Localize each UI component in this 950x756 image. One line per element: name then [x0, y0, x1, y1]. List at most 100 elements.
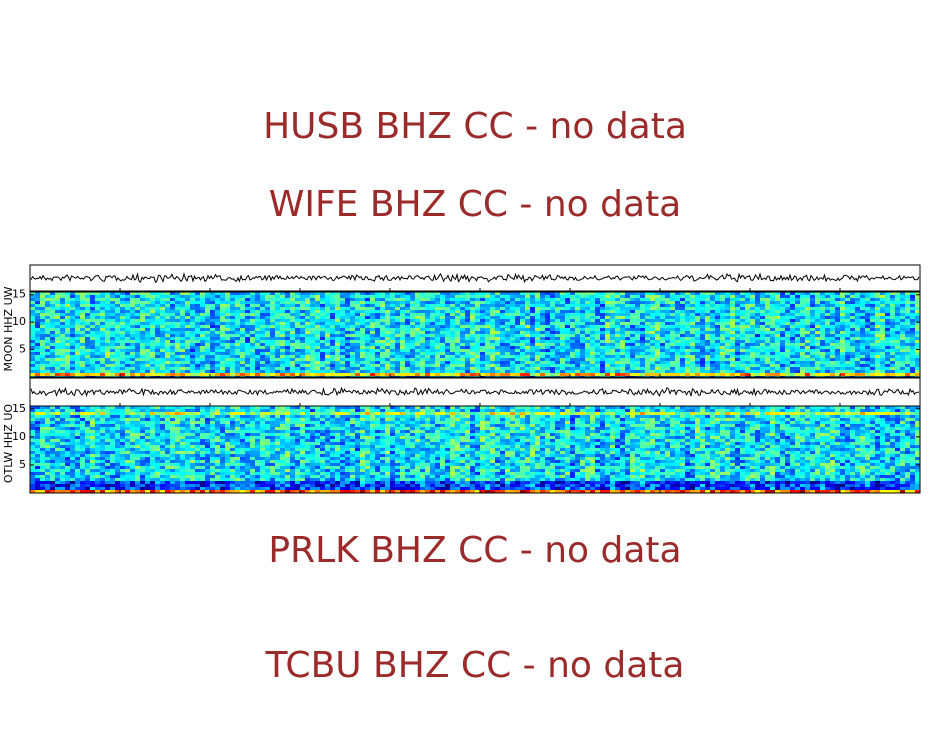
spectrogram-cell: [645, 337, 650, 340]
spectrogram-cell: [885, 322, 890, 325]
spectrogram-cell: [345, 361, 350, 364]
spectrogram-cell: [210, 301, 215, 304]
spectrogram-cell: [840, 325, 845, 328]
spectrogram-cell: [430, 352, 435, 355]
spectrogram-cell: [175, 307, 180, 310]
spectrogram-cell: [245, 304, 250, 307]
spectrogram-cell: [485, 304, 490, 307]
spectrogram-cell: [910, 367, 915, 370]
spectrogram-cell: [210, 295, 215, 298]
spectrogram-cell: [405, 310, 410, 313]
spectrogram-cell: [455, 304, 460, 307]
spectrogram-cell: [780, 331, 785, 334]
spectrogram-cell: [60, 313, 65, 316]
spectrogram-cell: [910, 313, 915, 316]
spectrogram-cell: [60, 325, 65, 328]
spectrogram-cell: [880, 337, 885, 340]
spectrogram-cell: [360, 304, 365, 307]
spectrogram-cell: [500, 361, 505, 364]
spectrogram-cell: [350, 373, 355, 376]
spectrogram-cell: [500, 301, 505, 304]
spectrogram-cell: [445, 295, 450, 298]
spectrogram-cell: [115, 364, 120, 367]
spectrogram-cell: [465, 328, 470, 331]
spectrogram-cell: [60, 361, 65, 364]
spectrogram-cell: [485, 319, 490, 322]
spectrogram-cell: [865, 340, 870, 343]
spectrogram-cell: [680, 349, 685, 352]
spectrogram-cell: [50, 304, 55, 307]
spectrogram-cell: [245, 361, 250, 364]
waveform: [30, 272, 920, 284]
spectrogram-cell: [620, 370, 625, 373]
spectrogram-cell: [830, 337, 835, 340]
spectrogram-cell: [215, 355, 220, 358]
spectrogram-cell: [515, 364, 520, 367]
spectrogram-cell: [760, 325, 765, 328]
spectrogram-cell: [875, 352, 880, 355]
spectrogram-cell: [140, 340, 145, 343]
spectrogram-cell: [615, 304, 620, 307]
spectrogram-cell: [725, 313, 730, 316]
spectrogram-cell: [600, 367, 605, 370]
spectrogram-cell: [505, 343, 510, 346]
spectrogram-cell: [580, 325, 585, 328]
spectrogram-cell: [295, 352, 300, 355]
spectrogram-cell: [705, 340, 710, 343]
spectrogram-cell: [475, 304, 480, 307]
spectrogram-cell: [775, 316, 780, 319]
spectrogram-cell: [240, 373, 245, 376]
spectrogram-cell: [660, 370, 665, 373]
spectrogram-cell: [250, 313, 255, 316]
spectrogram-cell: [600, 310, 605, 313]
spectrogram-cell: [290, 319, 295, 322]
spectrogram-cell: [830, 349, 835, 352]
spectrogram-cell: [440, 340, 445, 343]
spectrogram-cell: [880, 304, 885, 307]
spectrogram-cell: [30, 301, 35, 304]
spectrogram-cell: [485, 307, 490, 310]
spectrogram-cell: [110, 295, 115, 298]
spectrogram-cell: [640, 364, 645, 367]
spectrogram-cell: [890, 364, 895, 367]
spectrogram-cell: [245, 316, 250, 319]
spectrogram-cell: [90, 331, 95, 334]
spectrogram-cell: [135, 307, 140, 310]
spectrogram-cell: [770, 328, 775, 331]
spectrogram-cell: [370, 325, 375, 328]
spectrogram-cell: [495, 304, 500, 307]
spectrogram-cell: [375, 313, 380, 316]
spectrogram-cell: [575, 334, 580, 337]
spectrogram-cell: [635, 358, 640, 361]
spectrogram-cell: [665, 334, 670, 337]
spectrogram-cell: [760, 319, 765, 322]
spectrogram-cell: [910, 331, 915, 334]
spectrogram-cell: [680, 361, 685, 364]
spectrogram-cell: [475, 373, 480, 376]
spectrogram-cell: [660, 313, 665, 316]
spectrogram-cell: [235, 325, 240, 328]
spectrogram-cell: [790, 316, 795, 319]
spectrogram-cell: [280, 337, 285, 340]
spectrogram-cell: [420, 322, 425, 325]
spectrogram-cell: [55, 322, 60, 325]
spectrogram-cell: [535, 364, 540, 367]
spectrogram-cell: [725, 307, 730, 310]
spectrogram-cell: [405, 313, 410, 316]
spectrogram-cell: [150, 310, 155, 313]
spectrogram-cell: [620, 307, 625, 310]
spectrogram-cell: [775, 331, 780, 334]
spectrogram-cell: [55, 364, 60, 367]
spectrogram-cell: [275, 310, 280, 313]
spectrogram-cell: [775, 367, 780, 370]
spectrogram-cell: [735, 355, 740, 358]
spectrogram-cell: [685, 313, 690, 316]
spectrogram-cell: [485, 370, 490, 373]
spectrogram-cell: [565, 307, 570, 310]
spectrogram-cell: [475, 340, 480, 343]
spectrogram-cell: [175, 355, 180, 358]
spectrogram-cell: [435, 364, 440, 367]
spectrogram-cell: [625, 346, 630, 349]
spectrogram-cell: [475, 364, 480, 367]
spectrogram-cell: [380, 355, 385, 358]
